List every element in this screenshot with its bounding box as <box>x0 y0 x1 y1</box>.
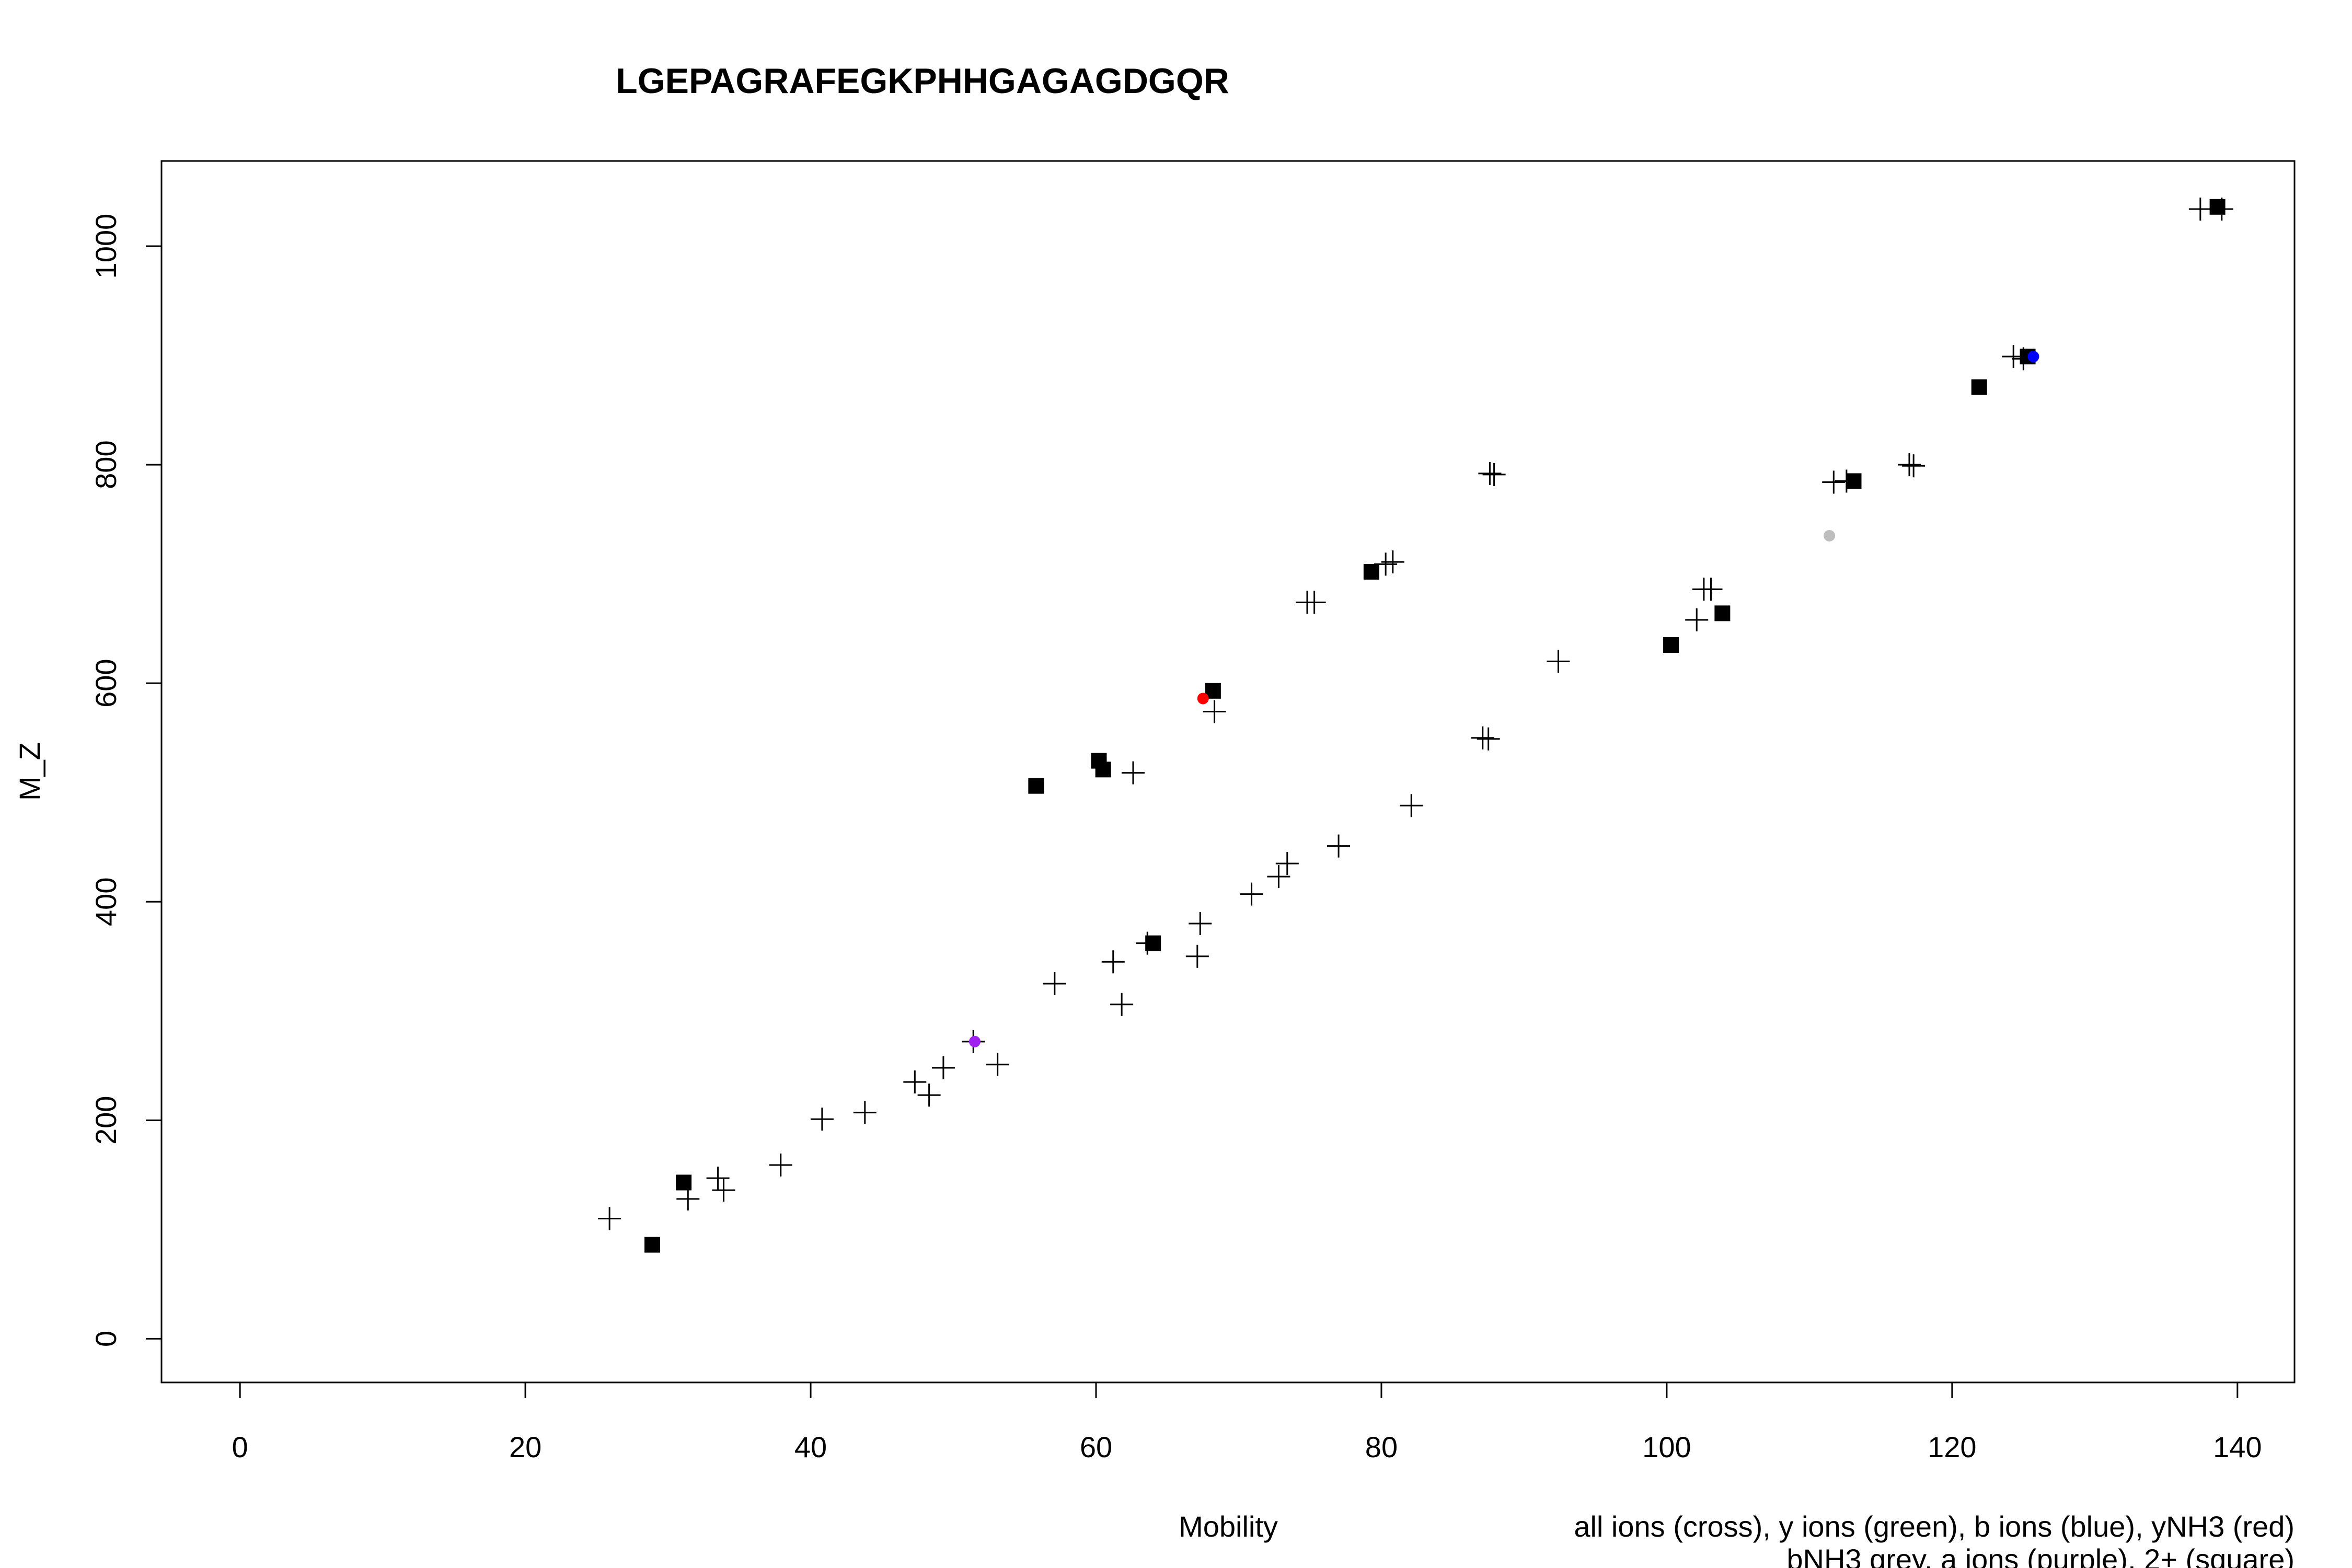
point-doubly-charged-square <box>1714 605 1731 621</box>
point-all-ion-cross <box>1203 700 1226 723</box>
y-tick-label: 0 <box>89 1331 122 1347</box>
x-tick-label: 80 <box>1365 1431 1398 1463</box>
point-b-nh3 <box>1824 529 1836 541</box>
point-all-ion-cross <box>1822 470 1846 494</box>
point-all-ion-cross <box>1471 726 1494 750</box>
point-all-ion-cross <box>1267 865 1290 889</box>
chart-title: LGEPAGRAFEGKPHHGAGAGDGQR <box>616 61 1229 101</box>
y-axis-label: M_Z <box>13 742 46 801</box>
point-all-ion-cross <box>853 1101 877 1124</box>
x-tick-label: 100 <box>1642 1431 1691 1463</box>
legend-line-1: all ions (cross), y ions (green), b ions… <box>1574 1510 2295 1543</box>
y-tick-label: 200 <box>89 1096 122 1145</box>
point-all-ion-cross <box>769 1154 792 1177</box>
y-tick-label: 400 <box>89 878 122 926</box>
y-tick-label: 600 <box>89 659 122 707</box>
point-all-ion-cross <box>1381 550 1404 574</box>
point-all-ion-cross <box>706 1167 730 1190</box>
point-doubly-charged-square <box>1028 778 1044 794</box>
x-tick-label: 60 <box>1080 1431 1112 1463</box>
point-all-ion-cross <box>1482 463 1506 486</box>
point-all-ion-cross <box>1902 454 1926 478</box>
point-doubly-charged-square <box>644 1237 661 1253</box>
plot-frame <box>160 160 2296 1383</box>
point-all-ion-cross <box>917 1083 941 1107</box>
data-points <box>598 197 2233 1253</box>
point-all-ion-cross <box>1185 944 1209 968</box>
y-tick-label: 800 <box>89 440 122 489</box>
legend-line-2: bNH3 grey, a ions (purple), 2+ (square) <box>1786 1543 2295 1568</box>
point-all-ion-cross <box>2188 197 2212 221</box>
point-all-ion-cross <box>931 1056 955 1079</box>
point-all-ion-cross <box>1121 761 1145 785</box>
point-all-ion-cross <box>1327 834 1351 858</box>
y-tick-label: 1000 <box>89 214 122 279</box>
y-axis: 0 200 400 600 800 1000 <box>89 214 163 1347</box>
point-all-ion-cross <box>986 1053 1009 1076</box>
point-doubly-charged-square <box>1145 935 1161 951</box>
point-all-ion-cross <box>598 1207 621 1230</box>
x-tick-label: 120 <box>1928 1431 1976 1463</box>
point-all-ion-cross <box>1478 462 1502 485</box>
x-tick-label: 0 <box>232 1431 248 1463</box>
point-all-ion-cross <box>1302 591 1326 614</box>
point-doubly-charged-square <box>1846 473 1862 489</box>
point-all-ion-cross <box>1699 578 1723 601</box>
point-all-ion-cross <box>1547 650 1570 673</box>
point-all-ion-cross <box>1685 608 1709 631</box>
x-axis-label: Mobility <box>1179 1510 1278 1543</box>
point-y-nh3 <box>1197 693 1209 705</box>
point-all-ion-cross <box>1275 852 1299 875</box>
point-all-ion-cross <box>1897 453 1921 477</box>
point-all-ion-cross <box>1477 727 1500 751</box>
point-doubly-charged-square <box>1363 563 1379 580</box>
x-tick-label: 40 <box>794 1431 827 1463</box>
point-all-ion-cross <box>1240 882 1263 906</box>
point-doubly-charged-square <box>1095 762 1111 778</box>
point-all-ion-cross <box>810 1108 834 1131</box>
point-doubly-charged-square <box>1971 379 1987 395</box>
point-b-ion <box>2027 351 2039 363</box>
point-all-ion-cross <box>676 1187 700 1210</box>
point-all-ion-cross <box>1110 993 1134 1016</box>
x-tick-label: 20 <box>509 1431 541 1463</box>
x-axis: 0 20 40 60 80 100 120 140 <box>232 1381 2262 1463</box>
point-a-ion <box>969 1035 981 1047</box>
point-all-ion-cross <box>903 1070 927 1094</box>
x-tick-label: 140 <box>2213 1431 2262 1463</box>
point-doubly-charged-square <box>676 1174 692 1191</box>
point-all-ion-cross <box>1400 794 1423 817</box>
point-doubly-charged-square <box>1663 637 1679 653</box>
point-all-ion-cross <box>712 1179 735 1202</box>
point-all-ion-cross <box>1189 912 1212 936</box>
point-doubly-charged-square <box>2209 199 2226 215</box>
point-all-ion-cross <box>1043 972 1066 996</box>
point-all-ion-cross <box>1101 950 1125 974</box>
